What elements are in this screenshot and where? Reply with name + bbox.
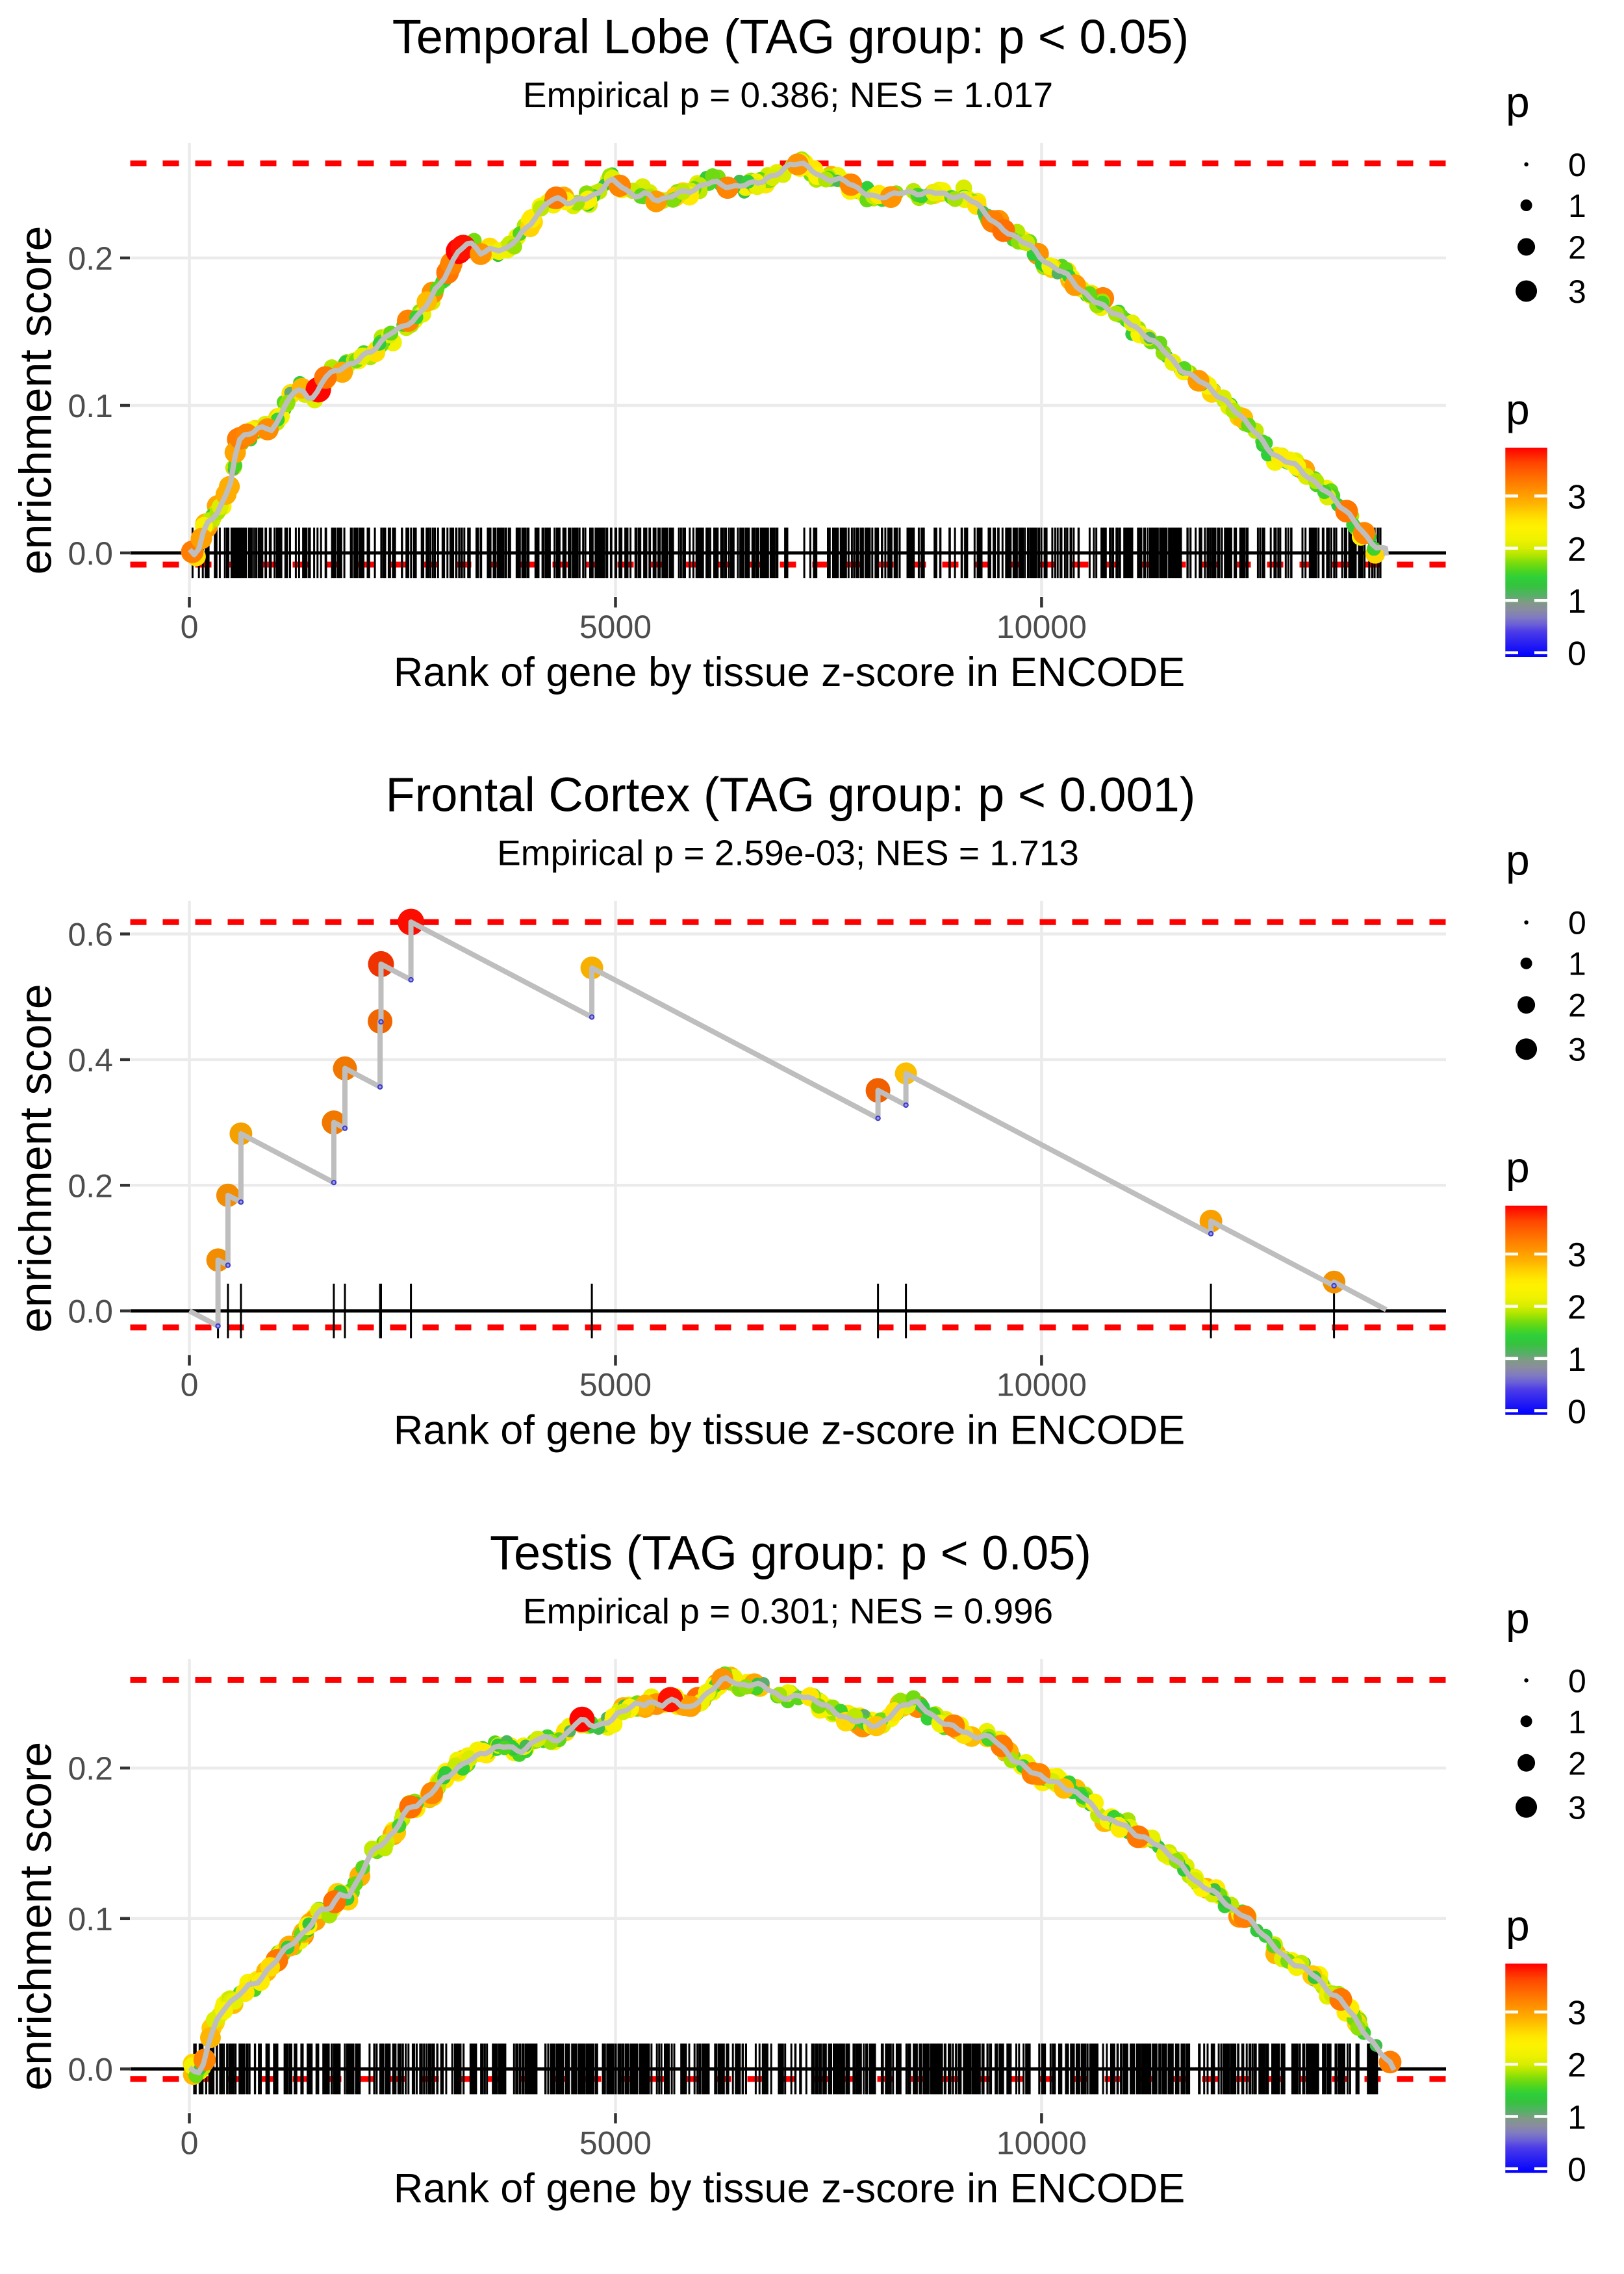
svg-text:Rank of gene by tissue z-score: Rank of gene by tissue z-score in ENCODE [394, 2165, 1186, 2211]
svg-text:2: 2 [1567, 531, 1586, 568]
svg-text:Testis (TAG group: p < 0.05): Testis (TAG group: p < 0.05) [490, 1526, 1091, 1579]
svg-text:0.2: 0.2 [68, 1168, 113, 1204]
svg-text:5000: 5000 [579, 609, 652, 645]
svg-text:0.0: 0.0 [68, 1294, 113, 1330]
svg-text:2: 2 [1568, 1745, 1586, 1782]
svg-text:3: 3 [1567, 1995, 1586, 2032]
svg-text:2: 2 [1568, 988, 1586, 1024]
svg-text:enrichment score: enrichment score [10, 984, 61, 1333]
svg-text:0: 0 [1568, 1663, 1586, 1699]
svg-text:0: 0 [181, 609, 199, 645]
svg-text:2: 2 [1568, 229, 1586, 266]
svg-text:3: 3 [1568, 274, 1586, 310]
svg-text:3: 3 [1568, 1032, 1586, 1068]
svg-text:0.1: 0.1 [68, 1901, 113, 1937]
svg-text:0: 0 [181, 2125, 199, 2161]
svg-text:0: 0 [1568, 905, 1586, 941]
svg-text:0: 0 [1567, 2151, 1586, 2189]
svg-text:0: 0 [1567, 635, 1586, 673]
svg-text:1: 1 [1568, 188, 1586, 224]
svg-text:Rank of gene by tissue z-score: Rank of gene by tissue z-score in ENCODE [394, 1408, 1186, 1453]
svg-text:3: 3 [1567, 478, 1586, 516]
svg-text:p: p [1506, 836, 1530, 884]
svg-text:p: p [1506, 78, 1530, 126]
svg-text:0.1: 0.1 [68, 388, 113, 424]
svg-text:1: 1 [1568, 946, 1586, 982]
svg-text:p: p [1506, 1901, 1530, 1949]
svg-text:5000: 5000 [579, 1367, 652, 1403]
svg-text:Temporal Lobe (TAG group: p <: Temporal Lobe (TAG group: p < 0.05) [392, 10, 1189, 64]
svg-text:0.0: 0.0 [68, 2051, 113, 2088]
svg-text:2: 2 [1567, 1289, 1586, 1327]
svg-text:Empirical p = 2.59e-03; NES =: Empirical p = 2.59e-03; NES = 1.713 [497, 833, 1079, 873]
svg-text:p: p [1506, 385, 1530, 433]
svg-text:0: 0 [1567, 1393, 1586, 1431]
svg-text:2: 2 [1567, 2047, 1586, 2084]
svg-text:10000: 10000 [996, 609, 1087, 645]
svg-text:0.0: 0.0 [68, 535, 113, 572]
svg-text:1: 1 [1567, 1341, 1586, 1379]
svg-text:10000: 10000 [996, 1367, 1087, 1403]
svg-text:Frontal Cortex (TAG group: p <: Frontal Cortex (TAG group: p < 0.001) [386, 768, 1196, 822]
svg-text:Empirical p = 0.301; NES = 0.9: Empirical p = 0.301; NES = 0.996 [523, 1591, 1053, 1631]
svg-text:10000: 10000 [996, 2125, 1087, 2161]
svg-text:1: 1 [1567, 583, 1586, 620]
svg-text:0: 0 [1568, 147, 1586, 183]
svg-text:0.2: 0.2 [68, 240, 113, 277]
svg-text:1: 1 [1567, 2099, 1586, 2137]
svg-text:0.4: 0.4 [68, 1042, 113, 1079]
svg-text:5000: 5000 [579, 2125, 652, 2161]
svg-text:3: 3 [1567, 1236, 1586, 1274]
svg-text:3: 3 [1568, 1789, 1586, 1826]
svg-text:p: p [1506, 1594, 1530, 1642]
svg-text:0: 0 [181, 1367, 199, 1403]
svg-text:enrichment score: enrichment score [10, 226, 61, 575]
svg-text:0.6: 0.6 [68, 917, 113, 953]
svg-text:enrichment score: enrichment score [10, 1742, 61, 2091]
svg-text:1: 1 [1568, 1704, 1586, 1740]
svg-text:p: p [1506, 1143, 1530, 1192]
svg-text:0.2: 0.2 [68, 1750, 113, 1787]
svg-text:Rank of gene by tissue z-score: Rank of gene by tissue z-score in ENCODE [394, 650, 1186, 695]
svg-text:Empirical p = 0.386; NES = 1.0: Empirical p = 0.386; NES = 1.017 [523, 75, 1053, 115]
